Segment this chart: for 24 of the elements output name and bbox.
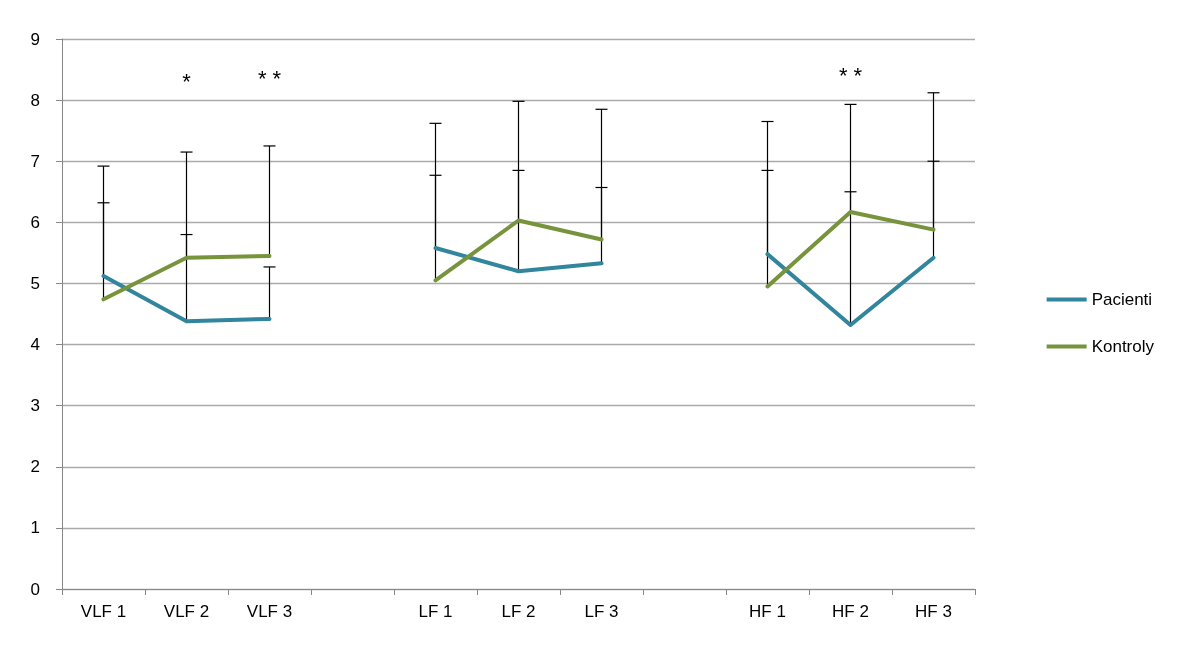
x-tick-label: LF 2 bbox=[501, 602, 536, 621]
legend-label: Kontroly bbox=[1091, 337, 1155, 356]
y-tick-label: 6 bbox=[30, 212, 40, 232]
x-tick-label: HF 1 bbox=[749, 602, 786, 621]
annotation: * * bbox=[838, 63, 863, 89]
annotation: * * bbox=[257, 66, 282, 92]
y-tick-label: 2 bbox=[30, 457, 40, 477]
y-tick-label: 3 bbox=[30, 396, 40, 416]
y-tick-label: 4 bbox=[30, 335, 40, 355]
y-tick-label: 9 bbox=[30, 29, 40, 49]
y-tick-label: 0 bbox=[30, 579, 40, 599]
x-tick-label: LF 1 bbox=[418, 602, 453, 621]
y-tick-label: 7 bbox=[30, 151, 40, 171]
x-tick-label: HF 2 bbox=[832, 602, 869, 621]
x-tick-label: LF 3 bbox=[584, 602, 619, 621]
annotation: * bbox=[182, 69, 192, 95]
x-tick-label: HF 3 bbox=[915, 602, 952, 621]
x-tick-label: VLF 2 bbox=[163, 602, 210, 621]
y-tick-label: 1 bbox=[30, 518, 40, 538]
legend-label: Pacienti bbox=[1091, 290, 1153, 309]
x-tick-label: VLF 1 bbox=[80, 602, 127, 621]
y-tick-label: 5 bbox=[30, 273, 40, 293]
x-tick-label: VLF 3 bbox=[246, 602, 293, 621]
y-tick-label: 8 bbox=[30, 90, 40, 110]
